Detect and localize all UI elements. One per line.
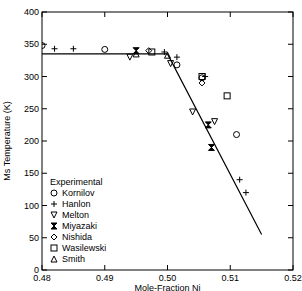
legend-marker xyxy=(51,256,57,262)
chart: 0.480.490.500.510.5205010015020025030035… xyxy=(0,0,302,291)
chart-root: 0.480.490.500.510.5205010015020025030035… xyxy=(0,0,302,291)
x-tick-label: 0.52 xyxy=(284,273,302,283)
y-tick-label: 0 xyxy=(34,265,39,275)
y-tick xyxy=(288,270,293,271)
y-tick xyxy=(42,76,47,77)
point xyxy=(212,119,218,125)
y-tick-label: 150 xyxy=(24,168,39,178)
legend-marker xyxy=(51,223,57,229)
y-tick xyxy=(288,44,293,45)
point xyxy=(70,46,76,52)
x-tick xyxy=(230,12,231,17)
legend-marker xyxy=(51,190,57,196)
point xyxy=(52,46,58,52)
y-tick-label: 200 xyxy=(24,136,39,146)
plot-marks xyxy=(42,43,262,235)
point xyxy=(174,54,180,60)
y-tick xyxy=(288,76,293,77)
x-tick xyxy=(293,12,294,17)
legend-label: Miyazaki xyxy=(62,221,97,231)
x-axis-label: Mole-Fraction Ni xyxy=(134,283,200,291)
legend-marker xyxy=(51,234,57,240)
legend-marker xyxy=(51,212,57,218)
y-tick xyxy=(288,237,293,238)
legend: ExperimentalKornilovHanlonMeltonMiyazaki… xyxy=(50,177,106,264)
point xyxy=(102,46,108,52)
y-tick xyxy=(42,237,47,238)
y-tick xyxy=(288,173,293,174)
x-tick-label: 0.49 xyxy=(96,273,114,283)
x-tick xyxy=(230,265,231,270)
y-tick xyxy=(42,108,47,109)
y-tick xyxy=(42,173,47,174)
legend-label: Kornilov xyxy=(62,188,95,198)
point xyxy=(42,43,45,49)
y-tick-label: 300 xyxy=(24,72,39,82)
y-axis-label: Ms Temperature (K) xyxy=(2,101,12,180)
x-tick xyxy=(104,12,105,17)
y-tick-label: 400 xyxy=(24,7,39,17)
point xyxy=(199,80,205,86)
point xyxy=(190,109,196,115)
y-tick xyxy=(42,205,47,206)
legend-label: Melton xyxy=(62,210,89,220)
y-tick xyxy=(42,270,47,271)
x-tick-label: 0.51 xyxy=(221,273,239,283)
y-tick xyxy=(288,12,293,13)
plot-frame xyxy=(42,12,293,270)
point xyxy=(234,132,240,138)
legend-label: Smith xyxy=(62,254,85,264)
y-tick xyxy=(288,108,293,109)
y-tick-label: 100 xyxy=(24,201,39,211)
x-tick xyxy=(42,12,43,17)
y-tick xyxy=(42,12,47,13)
x-tick xyxy=(104,265,105,270)
point xyxy=(224,93,230,99)
y-tick-label: 350 xyxy=(24,39,39,49)
x-tick xyxy=(293,265,294,270)
y-tick xyxy=(288,141,293,142)
point xyxy=(243,190,249,196)
point xyxy=(199,74,205,80)
legend-marker xyxy=(51,245,57,251)
legend-label: Hanlon xyxy=(62,199,91,209)
fit-line xyxy=(42,54,262,235)
legend-label: Nishida xyxy=(62,232,92,242)
legend-label: Wasilewski xyxy=(62,243,106,253)
point xyxy=(208,144,214,150)
legend-title: Experimental xyxy=(50,177,103,187)
x-tick xyxy=(167,12,168,17)
y-tick-label: 250 xyxy=(24,104,39,114)
x-tick xyxy=(42,265,43,270)
x-tick-label: 0.50 xyxy=(159,273,177,283)
y-tick-label: 50 xyxy=(29,233,39,243)
y-tick xyxy=(288,205,293,206)
legend-marker xyxy=(51,201,57,207)
x-tick xyxy=(167,265,168,270)
point xyxy=(127,54,133,60)
point xyxy=(237,177,243,183)
y-tick xyxy=(42,141,47,142)
